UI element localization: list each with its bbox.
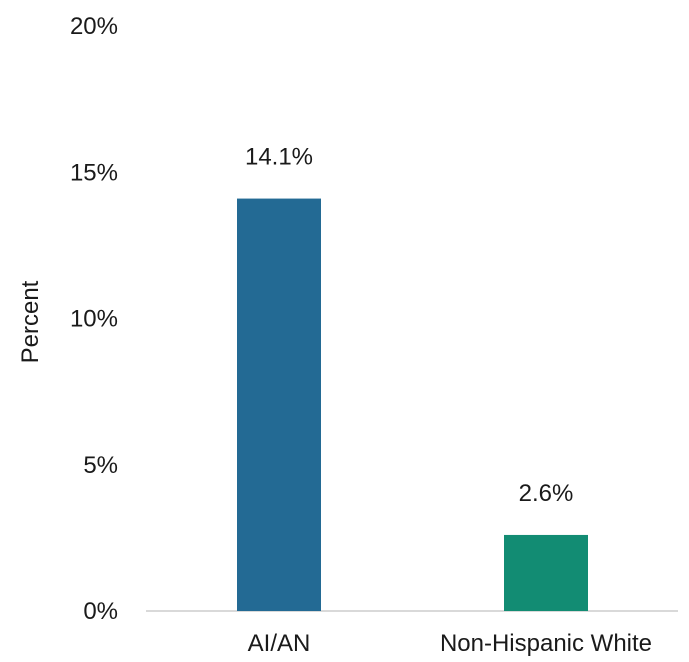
bars-group (237, 198, 588, 611)
category-labels-group: AI/AN Non-Hispanic White (248, 630, 652, 657)
category-label: AI/AN (248, 630, 311, 657)
bar (237, 198, 321, 611)
data-label: 2.6% (519, 480, 574, 507)
data-label: 14.1% (245, 144, 313, 171)
bar (504, 534, 588, 611)
y-tick-label: 5% (83, 452, 118, 479)
y-tick-label: 15% (70, 159, 118, 186)
category-label: Non-Hispanic White (440, 630, 652, 657)
y-axis-ticks: 0% 5% 10% 15% 20% (70, 13, 118, 625)
y-axis-label: Percent (17, 280, 44, 363)
y-tick-label: 0% (83, 598, 118, 625)
y-tick-label: 10% (70, 306, 118, 333)
data-labels-group: 14.1% 2.6% (245, 144, 573, 507)
y-tick-label: 20% (70, 13, 118, 40)
